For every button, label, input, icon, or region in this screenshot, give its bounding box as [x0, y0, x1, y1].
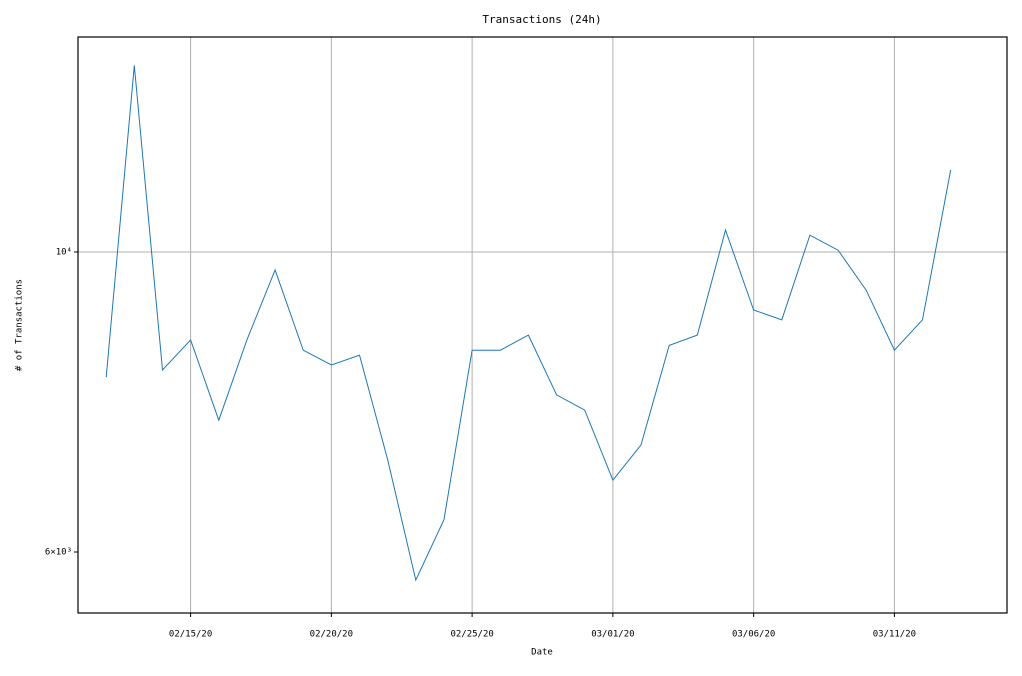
x-tick-label: 03/11/20 — [873, 630, 916, 640]
x-tick-label: 02/25/20 — [450, 630, 493, 640]
y-axis-label: # of Transactions — [15, 279, 25, 371]
x-tick-label: 02/20/20 — [310, 630, 353, 640]
plot-frame — [77, 36, 1008, 614]
x-tick-label: 03/01/20 — [591, 630, 634, 640]
y-tick-label: 10⁴ — [56, 247, 72, 257]
x-tick-label: 03/06/20 — [732, 630, 775, 640]
x-tick-label: 02/15/20 — [169, 630, 212, 640]
y-tick-label: 6×10³ — [45, 547, 72, 557]
chart-title: Transactions (24h) — [482, 13, 601, 26]
x-axis-label: Date — [531, 648, 553, 658]
line-series — [105, 65, 952, 582]
